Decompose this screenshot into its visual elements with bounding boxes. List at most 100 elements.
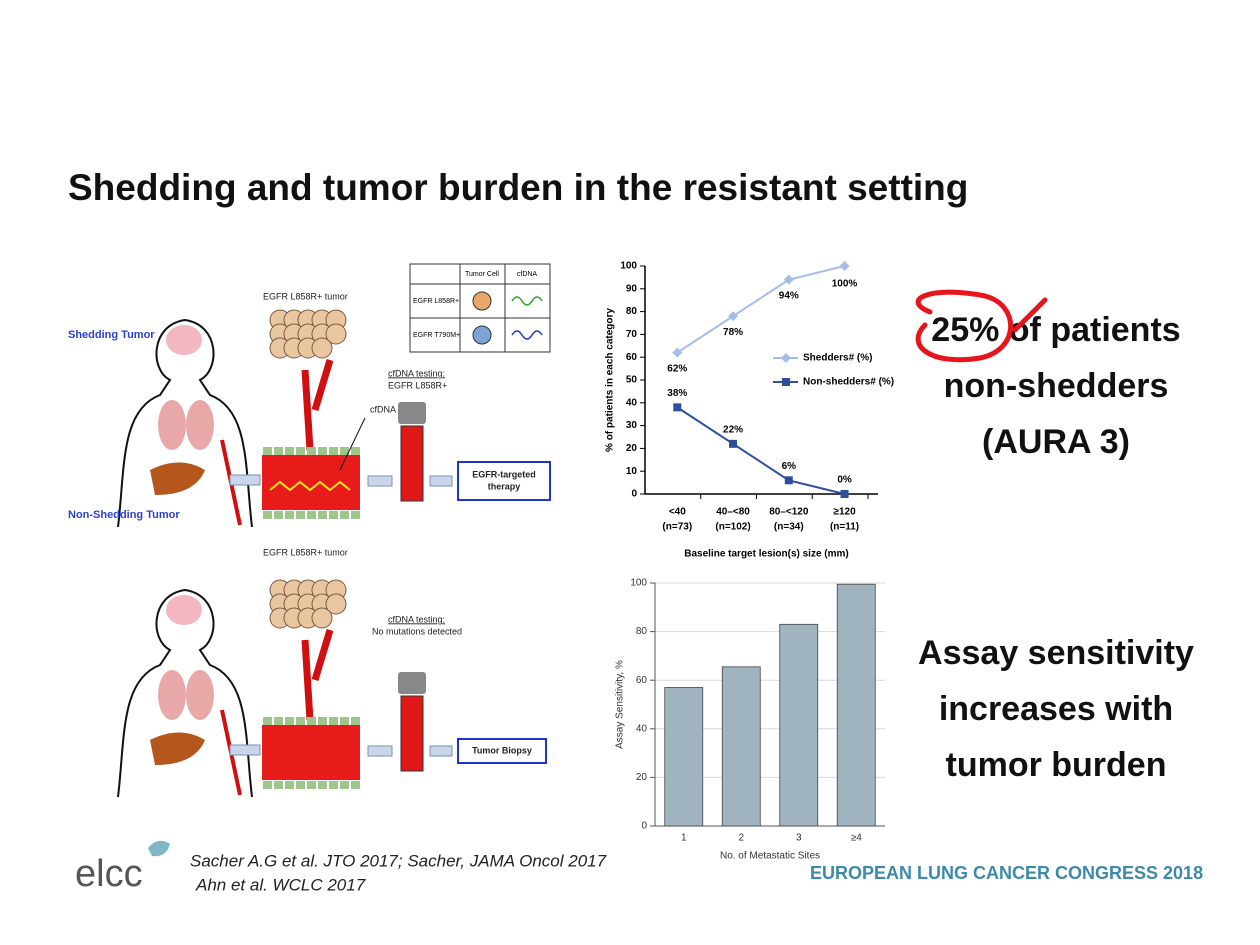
x-tick-label: 1 [681,833,687,844]
value-label: 62% [667,363,687,374]
legend-marker [782,378,790,386]
tumor-vessel [301,358,334,451]
lung [186,400,214,450]
body-outline [117,588,253,798]
endothelium [318,781,327,789]
pointer [339,417,366,471]
bar [779,623,819,827]
y-tick-label: 90 [626,283,638,294]
endothelium [274,717,283,725]
legend-label: Shedders# (%) [803,353,872,364]
endothelium [274,447,283,455]
endothelium [329,447,338,455]
testing-result: No mutations detected [372,626,462,636]
endothelium [263,511,272,519]
marker [729,439,738,448]
highlight-circle [915,289,1048,363]
endothelium [296,717,305,725]
endothelium [307,447,316,455]
y-tick-label: 100 [620,261,637,272]
dna-icon [511,330,543,340]
logo-mark [148,840,170,857]
y-tick-label: 30 [626,420,638,431]
table-row: EGFR L858R+ [413,298,459,305]
endothelium [329,511,338,519]
liver [150,462,205,495]
endothelium [340,717,349,725]
legend-label: Non-shedders# (%) [803,377,894,388]
endothelium [351,447,360,455]
cell-icon [472,291,492,311]
callout-line: non-shedders [944,367,1169,405]
tube-cap [398,672,426,694]
value-label: 78% [723,327,743,338]
endothelium [307,511,316,519]
blood-vessel [262,455,360,510]
y-tick-label: 0 [641,821,647,832]
y-tick-label: 60 [636,675,648,686]
action-label: EGFR-targeted [472,469,536,479]
arrow [429,475,453,487]
action-box [457,738,547,764]
y-tick-label: 100 [630,578,647,589]
brain [166,595,202,625]
marker [673,403,682,412]
tube-cap [398,402,426,424]
legend-marker [781,353,791,363]
callout-line: Assay sensitivity [918,634,1194,672]
lung [186,670,214,720]
endothelium [351,511,360,519]
endothelium [329,717,338,725]
endothelium [340,447,349,455]
marker [784,476,793,485]
endothelium [318,447,327,455]
slide-title: Shedding and tumor burden in the resista… [68,167,968,208]
marker [783,274,794,285]
endothelium [263,447,272,455]
value-label: 38% [667,388,687,399]
y-tick-label: 40 [626,397,638,408]
bar [836,583,876,827]
bar [721,666,761,827]
x-tick-count: (n=102) [715,522,750,533]
y-tick-label: 40 [636,723,648,734]
y-tick-label: 20 [626,443,638,454]
footer: EUROPEAN LUNG CANCER CONGRESS 2018 [810,863,1203,883]
value-label: 0% [837,475,852,486]
table-header: Tumor Cell [465,271,499,278]
endothelium [263,781,272,789]
y-axis-label: % of patients in each category [605,308,616,452]
endothelium [340,511,349,519]
testing-result: EGFR L858R+ [388,380,447,390]
endothelium [285,511,294,519]
panel-label: Non-Shedding Tumor [68,509,180,521]
testing-label: cfDNA testing: [388,368,445,378]
endothelium [285,717,294,725]
x-tick-label: ≥120 [833,507,856,518]
table-header: cfDNA [517,271,538,278]
tube [400,695,424,772]
marker [672,347,683,358]
bar [664,687,704,827]
x-tick-label: 80–<120 [769,507,809,518]
y-tick-label: 50 [626,375,638,386]
endothelium [296,447,305,455]
endothelium [274,511,283,519]
y-tick-label: 0 [631,489,637,500]
marker [728,311,739,322]
series-line [676,406,845,495]
endothelium [263,717,272,725]
citation: Sacher A.G et al. JTO 2017; Sacher, JAMA… [190,851,607,870]
x-tick-label: 2 [738,833,744,844]
value-label: 22% [723,424,743,435]
tumor-vessel [301,628,334,721]
x-tick-count: (n=34) [774,522,804,533]
tube [400,425,424,502]
x-tick-label: ≥4 [851,833,862,844]
tumor-cell [311,607,333,629]
liver [150,732,205,765]
callout-line: (AURA 3) [982,423,1130,461]
testing-label: cfDNA testing: [388,614,445,624]
endothelium [274,781,283,789]
